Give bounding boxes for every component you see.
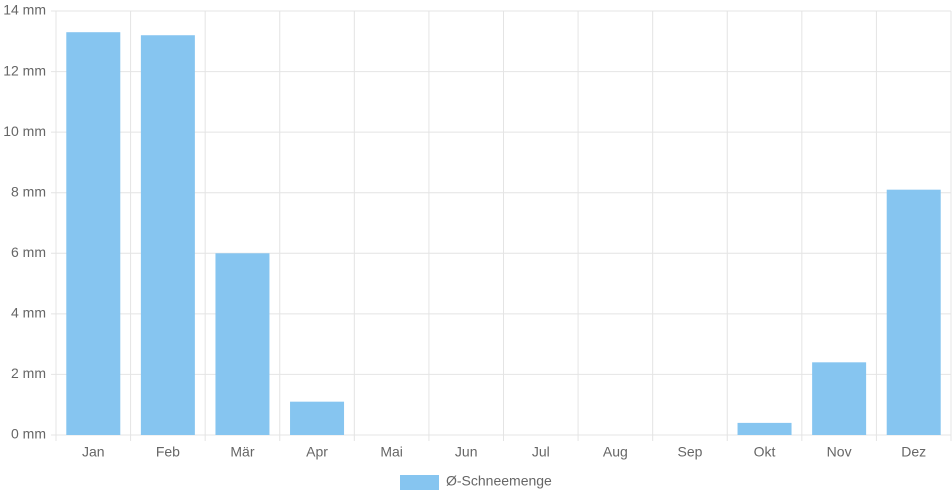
x-tick-label: Aug xyxy=(603,444,628,460)
x-tick-label: Jan xyxy=(82,444,105,460)
legend-label: Ø-Schneemenge xyxy=(446,473,552,489)
x-tick-label: Nov xyxy=(827,444,852,460)
y-tick-label: 2 mm xyxy=(11,365,46,381)
bar xyxy=(290,401,345,435)
y-tick-label: 12 mm xyxy=(3,62,46,78)
bar xyxy=(215,253,270,435)
y-tick-label: 8 mm xyxy=(11,183,46,199)
y-tick-label: 0 mm xyxy=(11,426,46,442)
y-tick-label: 4 mm xyxy=(11,305,46,321)
bar xyxy=(886,189,941,435)
y-tick-label: 10 mm xyxy=(3,123,46,139)
x-tick-label: Mai xyxy=(380,444,403,460)
x-tick-label: Jul xyxy=(532,444,550,460)
y-tick-label: 14 mm xyxy=(3,2,46,18)
x-tick-label: Mär xyxy=(230,444,254,460)
x-tick-label: Dez xyxy=(901,444,926,460)
x-tick-label: Feb xyxy=(156,444,180,460)
y-tick-label: 6 mm xyxy=(11,244,46,260)
bar xyxy=(140,35,195,435)
x-tick-label: Jun xyxy=(455,444,478,460)
x-tick-label: Sep xyxy=(677,444,702,460)
bar xyxy=(812,362,867,435)
legend-swatch xyxy=(400,475,439,490)
x-tick-label: Okt xyxy=(754,444,776,460)
x-tick-label: Apr xyxy=(306,444,328,460)
bar xyxy=(737,422,792,435)
bar xyxy=(66,32,121,435)
